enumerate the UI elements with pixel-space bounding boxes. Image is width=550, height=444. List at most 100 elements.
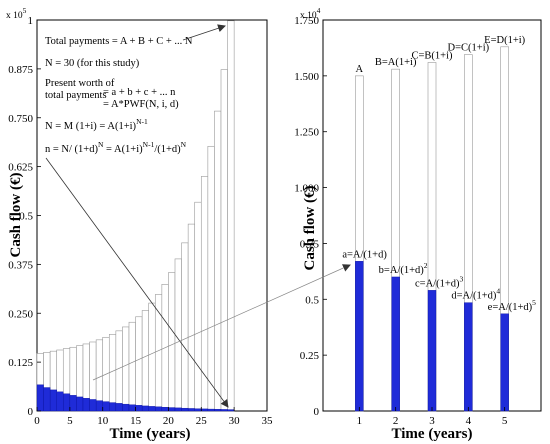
top-bar-label: C=B(1+i): [411, 50, 453, 61]
filled-bar-label: b=A/(1+d)2: [379, 261, 428, 276]
annotation-present-worth: Present worth of: [45, 78, 115, 89]
right-chart: 1 2 3 4 5 0 0.25 0.5 0.75 1.000 1.250 1.500 1.750 A…: [92, 6, 542, 442]
outline-bar: [187, 223, 196, 412]
y-tick-label: 0: [28, 406, 34, 418]
filled-bar: [391, 276, 400, 412]
outline-bar: [220, 69, 228, 412]
top-bar-label: E=D(1+i): [484, 35, 526, 46]
filled-bar: [181, 407, 189, 412]
outline-bar: [115, 330, 123, 412]
filled-bar: [227, 409, 235, 412]
filled-bar: [201, 408, 209, 412]
filled-bar: [69, 395, 77, 412]
y-tick-label: 0.250: [8, 308, 33, 320]
y-tick-label: 1.250: [294, 127, 319, 139]
x-tick-label: 4: [466, 415, 472, 427]
outline-bar: [194, 201, 202, 412]
right-filled-labels: a=A/(1+d)b=A/(1+d)2c=A/(1+d)3d=A/(1+d)4e…: [342, 249, 536, 313]
y-tick-label: 0.75: [300, 238, 320, 250]
filled-bar: [63, 393, 71, 412]
x-tick-label: 35: [262, 415, 274, 427]
outline-bar: [174, 258, 182, 412]
annotation-total-payments-2: total payments: [45, 90, 107, 101]
annotation-sum-lower: = a + b + c + ... n: [103, 87, 176, 98]
filled-bar: [207, 408, 215, 412]
annotation-total-payments: Total payments = A + B + C + ... N: [45, 36, 193, 47]
left-outline-bars: [36, 20, 235, 412]
outline-bar: [200, 176, 209, 412]
y-tick-label: 1.500: [294, 71, 319, 83]
y-tick-label: 1.000: [294, 183, 319, 195]
y-tick-label: 0.25: [300, 350, 320, 362]
filled-bar: [155, 406, 163, 412]
x-tick-label: 1: [357, 415, 363, 427]
outline-bar: [128, 321, 136, 412]
annotation-n-formula: n = N/ (1+d)N = A(1+i)N-1/(1+d)N: [45, 140, 187, 155]
x-tick-label: 5: [502, 415, 508, 427]
x-tick-label: 20: [163, 415, 175, 427]
annotation-N-formula: N = M (1+i) = A(1+i)N-1: [45, 117, 148, 132]
filled-bar: [122, 403, 130, 412]
x-tick-label: 3: [429, 415, 435, 427]
y-tick-label: 0.5: [305, 294, 319, 306]
top-bar-label: B=A(1+i): [375, 57, 417, 68]
outline-bar: [214, 110, 222, 412]
filled-bar: [36, 384, 44, 412]
filled-bar: [95, 400, 103, 412]
y-tick-label: 0: [314, 406, 320, 418]
left-chart: 0 5 10 15 20 25 30 35 00.1250.2500.3750.50.6250…: [6, 6, 273, 442]
y-tick-label: 0.750: [8, 113, 33, 125]
filled-bar: [56, 391, 64, 412]
filled-bar: [168, 407, 176, 412]
filled-bar: [194, 408, 202, 412]
outline-bar: [95, 339, 104, 412]
filled-bar: [220, 409, 228, 412]
filled-bar-label: a=A/(1+d): [342, 249, 387, 260]
filled-bar: [214, 409, 222, 412]
y-tick-label: 0.125: [8, 357, 33, 369]
left-x-axis-label: Time (years): [110, 426, 191, 442]
right-top-labels: A B=A(1+i)C=B(1+i)D=C(1+i)E=D(1+i): [356, 35, 526, 75]
outline-bar: [141, 310, 150, 412]
filled-bar-label: e=A/(1+d)5: [488, 298, 536, 313]
x-tick-label: 25: [196, 415, 208, 427]
y-tick-label: 0.375: [8, 259, 33, 271]
arrow-to-last-filled-bar: [45, 157, 229, 408]
filled-bar: [174, 407, 182, 412]
y-tick-label: 0.625: [8, 162, 33, 174]
filled-bar: [128, 404, 136, 412]
annotation-n-30: N = 30 (for this study): [45, 58, 140, 69]
left-y-ticks: 0 0.125 0.250 0.375 0.5 0.625 0.750 0.875 1: [8, 15, 41, 418]
x-tick-label: 15: [130, 415, 142, 427]
outline-bar: [168, 272, 176, 412]
x-tick-label: 2: [393, 415, 399, 427]
filled-bar: [115, 403, 123, 412]
filled-bar: [102, 401, 110, 412]
filled-bar: [89, 399, 97, 412]
outline-bar: [207, 145, 215, 412]
outline-bar: [108, 334, 117, 412]
x-tick-label: 0: [34, 415, 40, 427]
right-y-ticks: 0 0.25 0.5 0.75 1.000 1.250 1.500 1.750: [294, 15, 327, 418]
y-tick-label: 1.750: [294, 15, 319, 27]
filled-bar: [141, 405, 149, 412]
filled-bar: [49, 389, 57, 412]
right-x-ticks: 1 2 3 4 5: [357, 407, 508, 427]
filled-bar: [464, 302, 473, 412]
left-multiplier: x 105: [6, 6, 27, 21]
outline-bar: [148, 302, 156, 412]
arrow-to-first-filled-bar: [92, 264, 351, 381]
left-filled-bars: [36, 384, 235, 412]
filled-bar: [76, 396, 84, 412]
filled-bar: [43, 387, 51, 412]
filled-bar: [135, 405, 143, 412]
x-tick-label: 30: [229, 415, 241, 427]
filled-bar-label: c=A/(1+d)3: [415, 274, 464, 289]
top-bar-label: D=C(1+i): [448, 43, 490, 54]
y-tick-label: 0.5: [19, 211, 33, 223]
filled-bar: [82, 398, 90, 412]
filled-bar: [109, 402, 117, 412]
y-tick-label: 0.875: [8, 64, 33, 76]
right-x-axis-label: Time (years): [392, 426, 473, 442]
